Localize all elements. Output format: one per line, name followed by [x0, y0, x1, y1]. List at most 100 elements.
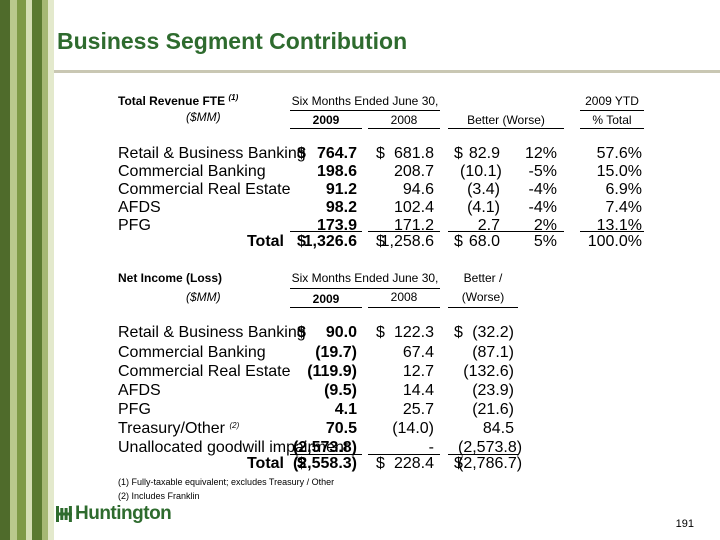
- stripe: [42, 0, 48, 540]
- row-label: Commercial Real Estate: [118, 363, 291, 380]
- page-number: 191: [675, 518, 694, 530]
- net-income-units: ($MM): [186, 290, 221, 304]
- value-2008: 228.4: [393, 455, 434, 472]
- value-2009: (2,558.3): [292, 455, 357, 472]
- stripe: [17, 0, 26, 540]
- dollar-sign: $: [297, 324, 306, 341]
- row-label: Commercial Real Estate: [118, 181, 291, 198]
- row-label-text: Commercial Real Estate: [118, 363, 291, 380]
- header-underline: [290, 110, 440, 111]
- value-change: (32.2): [472, 324, 514, 341]
- row-label: Commercial Banking: [118, 344, 266, 361]
- dollar-sign: $: [376, 455, 385, 472]
- header-underline: [290, 128, 362, 129]
- value-2008: 14.4: [402, 382, 434, 399]
- value-2009: 198.6: [316, 163, 357, 180]
- value-change-pct: 12%: [524, 145, 557, 162]
- stripe: [32, 0, 42, 540]
- dollar-sign: $: [454, 455, 463, 472]
- value-2008: 25.7: [402, 401, 434, 418]
- total-label: Total: [246, 233, 284, 250]
- value-change: (132.6): [463, 363, 514, 380]
- value-pct-total: 13.1%: [596, 217, 642, 234]
- value-change: 68.0: [468, 233, 500, 250]
- row-label: Retail & Business Banking: [118, 324, 306, 341]
- huntington-logo-mark-icon: [56, 506, 72, 522]
- net-income-period-header: Six Months Ended June 30,: [291, 271, 439, 285]
- dollar-sign: $: [376, 145, 385, 162]
- row-label: PFG: [118, 401, 151, 418]
- value-change: (10.1): [460, 163, 502, 180]
- row-label: AFDS: [118, 199, 161, 216]
- total-underline: [580, 231, 644, 232]
- value-2008: 67.4: [402, 344, 434, 361]
- net-income-col-2009: 2009: [312, 292, 340, 306]
- row-label: AFDS: [118, 383, 161, 399]
- value-2008: 681.8: [393, 145, 434, 162]
- value-2009: 70.5: [325, 420, 357, 437]
- value-2009: 764.7: [316, 145, 357, 162]
- value-2009: (9.5): [324, 382, 357, 399]
- value-change-pct: -4%: [528, 199, 557, 216]
- dollar-sign: $: [376, 324, 385, 341]
- value-change: (2,786.7): [458, 455, 523, 472]
- value-change: 82.9: [468, 145, 500, 162]
- value-pct-total: 7.4%: [605, 199, 642, 216]
- value-2008: 12.7: [402, 363, 434, 380]
- stripe: [26, 0, 32, 540]
- row-label-text: Commercial Banking: [118, 344, 266, 361]
- value-change-pct: 2%: [533, 217, 557, 234]
- value-2008: 94.6: [402, 181, 434, 198]
- value-change: (4.1): [467, 199, 500, 216]
- value-pct-total: 15.0%: [596, 163, 642, 180]
- total-underline: [448, 231, 564, 232]
- revenue-units: ($MM): [186, 110, 221, 124]
- dollar-sign: $: [297, 233, 306, 250]
- revenue-col-pct-total: % Total: [592, 113, 632, 127]
- revenue-col-2009: 2009: [312, 113, 340, 127]
- dollar-sign: $: [454, 145, 463, 162]
- value-change-pct: 5%: [533, 233, 557, 250]
- header-underline: [448, 307, 518, 308]
- total-underline: [448, 454, 518, 455]
- revenue-period-header: Six Months Ended June 30,: [291, 94, 439, 108]
- header-underline: [580, 110, 644, 111]
- footnote-1: (1) Fully-taxable equivalent; excludes T…: [118, 477, 335, 487]
- value-change: (3.4): [467, 181, 500, 198]
- value-2009: 1,326.6: [303, 233, 357, 250]
- row-label-text: PFG: [118, 401, 151, 418]
- header-underline: [368, 307, 440, 308]
- value-change: 2.7: [477, 217, 500, 234]
- stripe: [48, 0, 54, 540]
- value-change-pct: -4%: [528, 181, 557, 198]
- value-2009: 90.0: [325, 324, 357, 341]
- value-change: (21.6): [472, 401, 514, 418]
- value-2009: (2,573.8): [292, 439, 357, 456]
- revenue-col-better: Better (Worse): [467, 113, 545, 127]
- dollar-sign: $: [454, 233, 463, 250]
- dollar-sign: $: [376, 233, 385, 250]
- total-label: Total: [246, 455, 284, 472]
- net-income-col-worse: (Worse): [461, 290, 505, 304]
- value-pct-total: 100.0%: [587, 233, 642, 250]
- value-2008: 208.7: [393, 163, 434, 180]
- page-title: Business Segment Contribution: [57, 28, 408, 54]
- revenue-ytd-header: 2009 YTD: [585, 94, 639, 108]
- row-label-text: Retail & Business Banking: [118, 324, 306, 341]
- value-2008: 122.3: [393, 324, 434, 341]
- row-label: Treasury/Other (2): [118, 421, 239, 437]
- value-2009: 98.2: [325, 199, 357, 216]
- total-underline: [368, 454, 440, 455]
- value-2008: -: [428, 439, 434, 456]
- logo-text: Huntington: [75, 503, 172, 524]
- value-2009: (19.7): [315, 344, 357, 361]
- total-underline: [290, 231, 362, 232]
- stripe: [10, 0, 17, 540]
- total-underline: [290, 454, 362, 455]
- value-change: (23.9): [472, 382, 514, 399]
- net-income-better-header: Better /: [463, 271, 503, 285]
- revenue-col-2008: 2008: [390, 113, 418, 127]
- row-label: Retail & Business Banking: [118, 145, 306, 162]
- net-income-col-2008: 2008: [390, 290, 418, 304]
- value-2008: 171.2: [393, 217, 434, 234]
